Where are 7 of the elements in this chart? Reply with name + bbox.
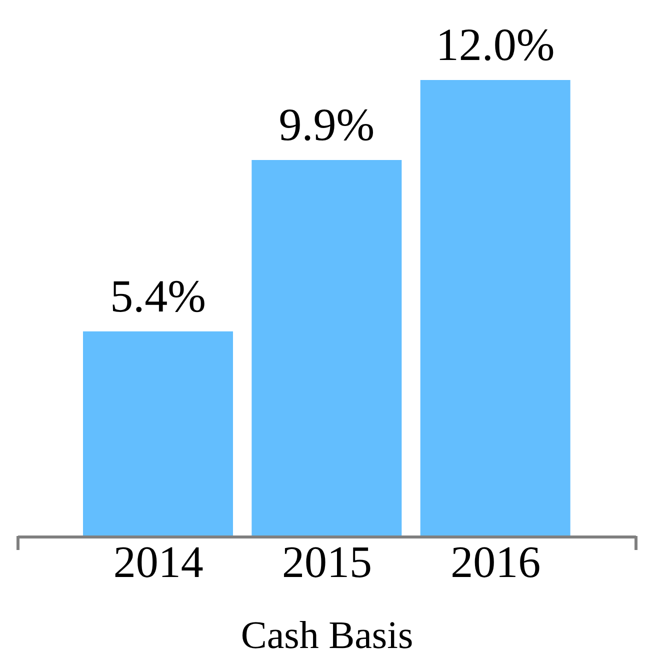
data-label: 5.4%	[110, 270, 206, 322]
x-tick-label: 2015	[282, 536, 372, 587]
x-tick-label: 2016	[450, 536, 541, 587]
x-tick-label: 2014	[113, 536, 204, 587]
x-axis-title: Cash Basis	[240, 614, 414, 657]
data-label: 9.9%	[278, 98, 375, 150]
data-label: 12.0%	[436, 19, 555, 70]
